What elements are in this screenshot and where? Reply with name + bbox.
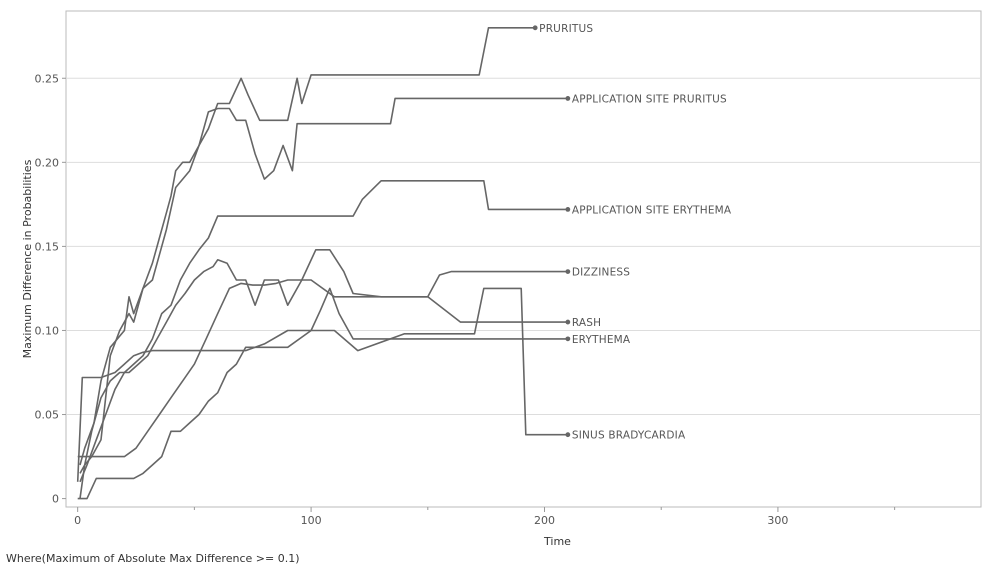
series-line-application-site-erythema: [79, 180, 568, 483]
series-end-marker-rash: [565, 319, 571, 325]
series-line-dizziness: [77, 270, 568, 458]
y-tick-label: 0.15: [35, 240, 60, 253]
series-label-rash: RASH: [572, 317, 601, 329]
x-tick-label: 0: [74, 514, 81, 527]
series-line-application-site-pruritus: [79, 97, 568, 474]
x-tick-label: 200: [534, 514, 555, 527]
series-label-dizziness: DIZZINESS: [572, 267, 630, 279]
series-end-marker-dizziness: [565, 269, 571, 275]
y-tick-label: 0.10: [35, 324, 60, 337]
where-clause-footnote: Where(Maximum of Absolute Max Difference…: [6, 552, 300, 565]
y-tick-label: 0.20: [35, 156, 60, 169]
x-tick-label: 100: [301, 514, 322, 527]
series-label-application-site-pruritus: APPLICATION SITE PRURITUS: [572, 93, 727, 105]
series-label-sinus-bradycardia: SINUS BRADYCARDIA: [572, 430, 686, 442]
series-line-pruritus: [79, 27, 536, 466]
y-tick-label: 0.25: [35, 72, 60, 85]
series-label-application-site-erythema: APPLICATION SITE ERYTHEMA: [572, 204, 732, 216]
series-end-marker-application-site-erythema: [565, 207, 571, 212]
series-line-sinus-bradycardia: [76, 287, 568, 482]
y-tick-label: 0: [52, 493, 59, 506]
x-tick-label: 300: [767, 514, 788, 527]
plot-frame: [65, 10, 982, 508]
series-end-marker-sinus-bradycardia: [565, 432, 571, 438]
series-line-rash: [79, 249, 568, 499]
y-tick-label: 0.05: [35, 409, 60, 422]
series-end-marker-erythema: [565, 336, 571, 342]
series-end-marker-application-site-pruritus: [565, 96, 571, 101]
series-label-pruritus: PRURITUS: [539, 23, 593, 35]
series-end-marker-pruritus: [532, 25, 538, 31]
series-line-erythema: [77, 287, 568, 500]
y-axis-title: Maximum Difference in Probabilities: [21, 159, 34, 358]
series-label-erythema: ERYTHEMA: [572, 334, 631, 346]
x-axis-title: Time: [543, 535, 571, 548]
